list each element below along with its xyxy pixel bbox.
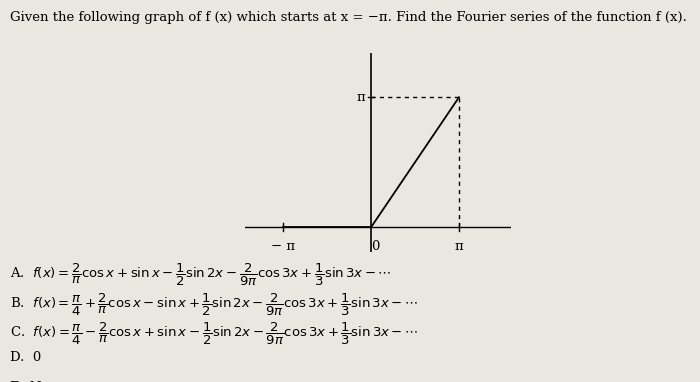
Text: π: π — [357, 91, 365, 104]
Text: A.  $f(x) = \dfrac{2}{\pi}\cos x + \sin x - \dfrac{1}{2}\sin 2x - \dfrac{2}{9\pi: A. $f(x) = \dfrac{2}{\pi}\cos x + \sin x… — [10, 262, 392, 288]
Text: None: None — [28, 381, 64, 382]
Text: E.: E. — [10, 381, 33, 382]
Text: − π: − π — [271, 240, 295, 253]
Text: C.  $f(x) = \dfrac{\pi}{4} - \dfrac{2}{\pi}\cos x + \sin x - \dfrac{1}{2}\sin 2x: C. $f(x) = \dfrac{\pi}{4} - \dfrac{2}{\p… — [10, 321, 419, 347]
Text: B.  $f(x) = \dfrac{\pi}{4} + \dfrac{2}{\pi}\cos x - \sin x + \dfrac{1}{2}\sin 2x: B. $f(x) = \dfrac{\pi}{4} + \dfrac{2}{\p… — [10, 291, 419, 317]
Text: Given the following graph of f (x) which starts at x = −π. Find the Fourier seri: Given the following graph of f (x) which… — [10, 11, 687, 24]
Text: 0: 0 — [371, 240, 379, 253]
Text: D.  0: D. 0 — [10, 351, 42, 364]
Text: π: π — [454, 240, 463, 253]
